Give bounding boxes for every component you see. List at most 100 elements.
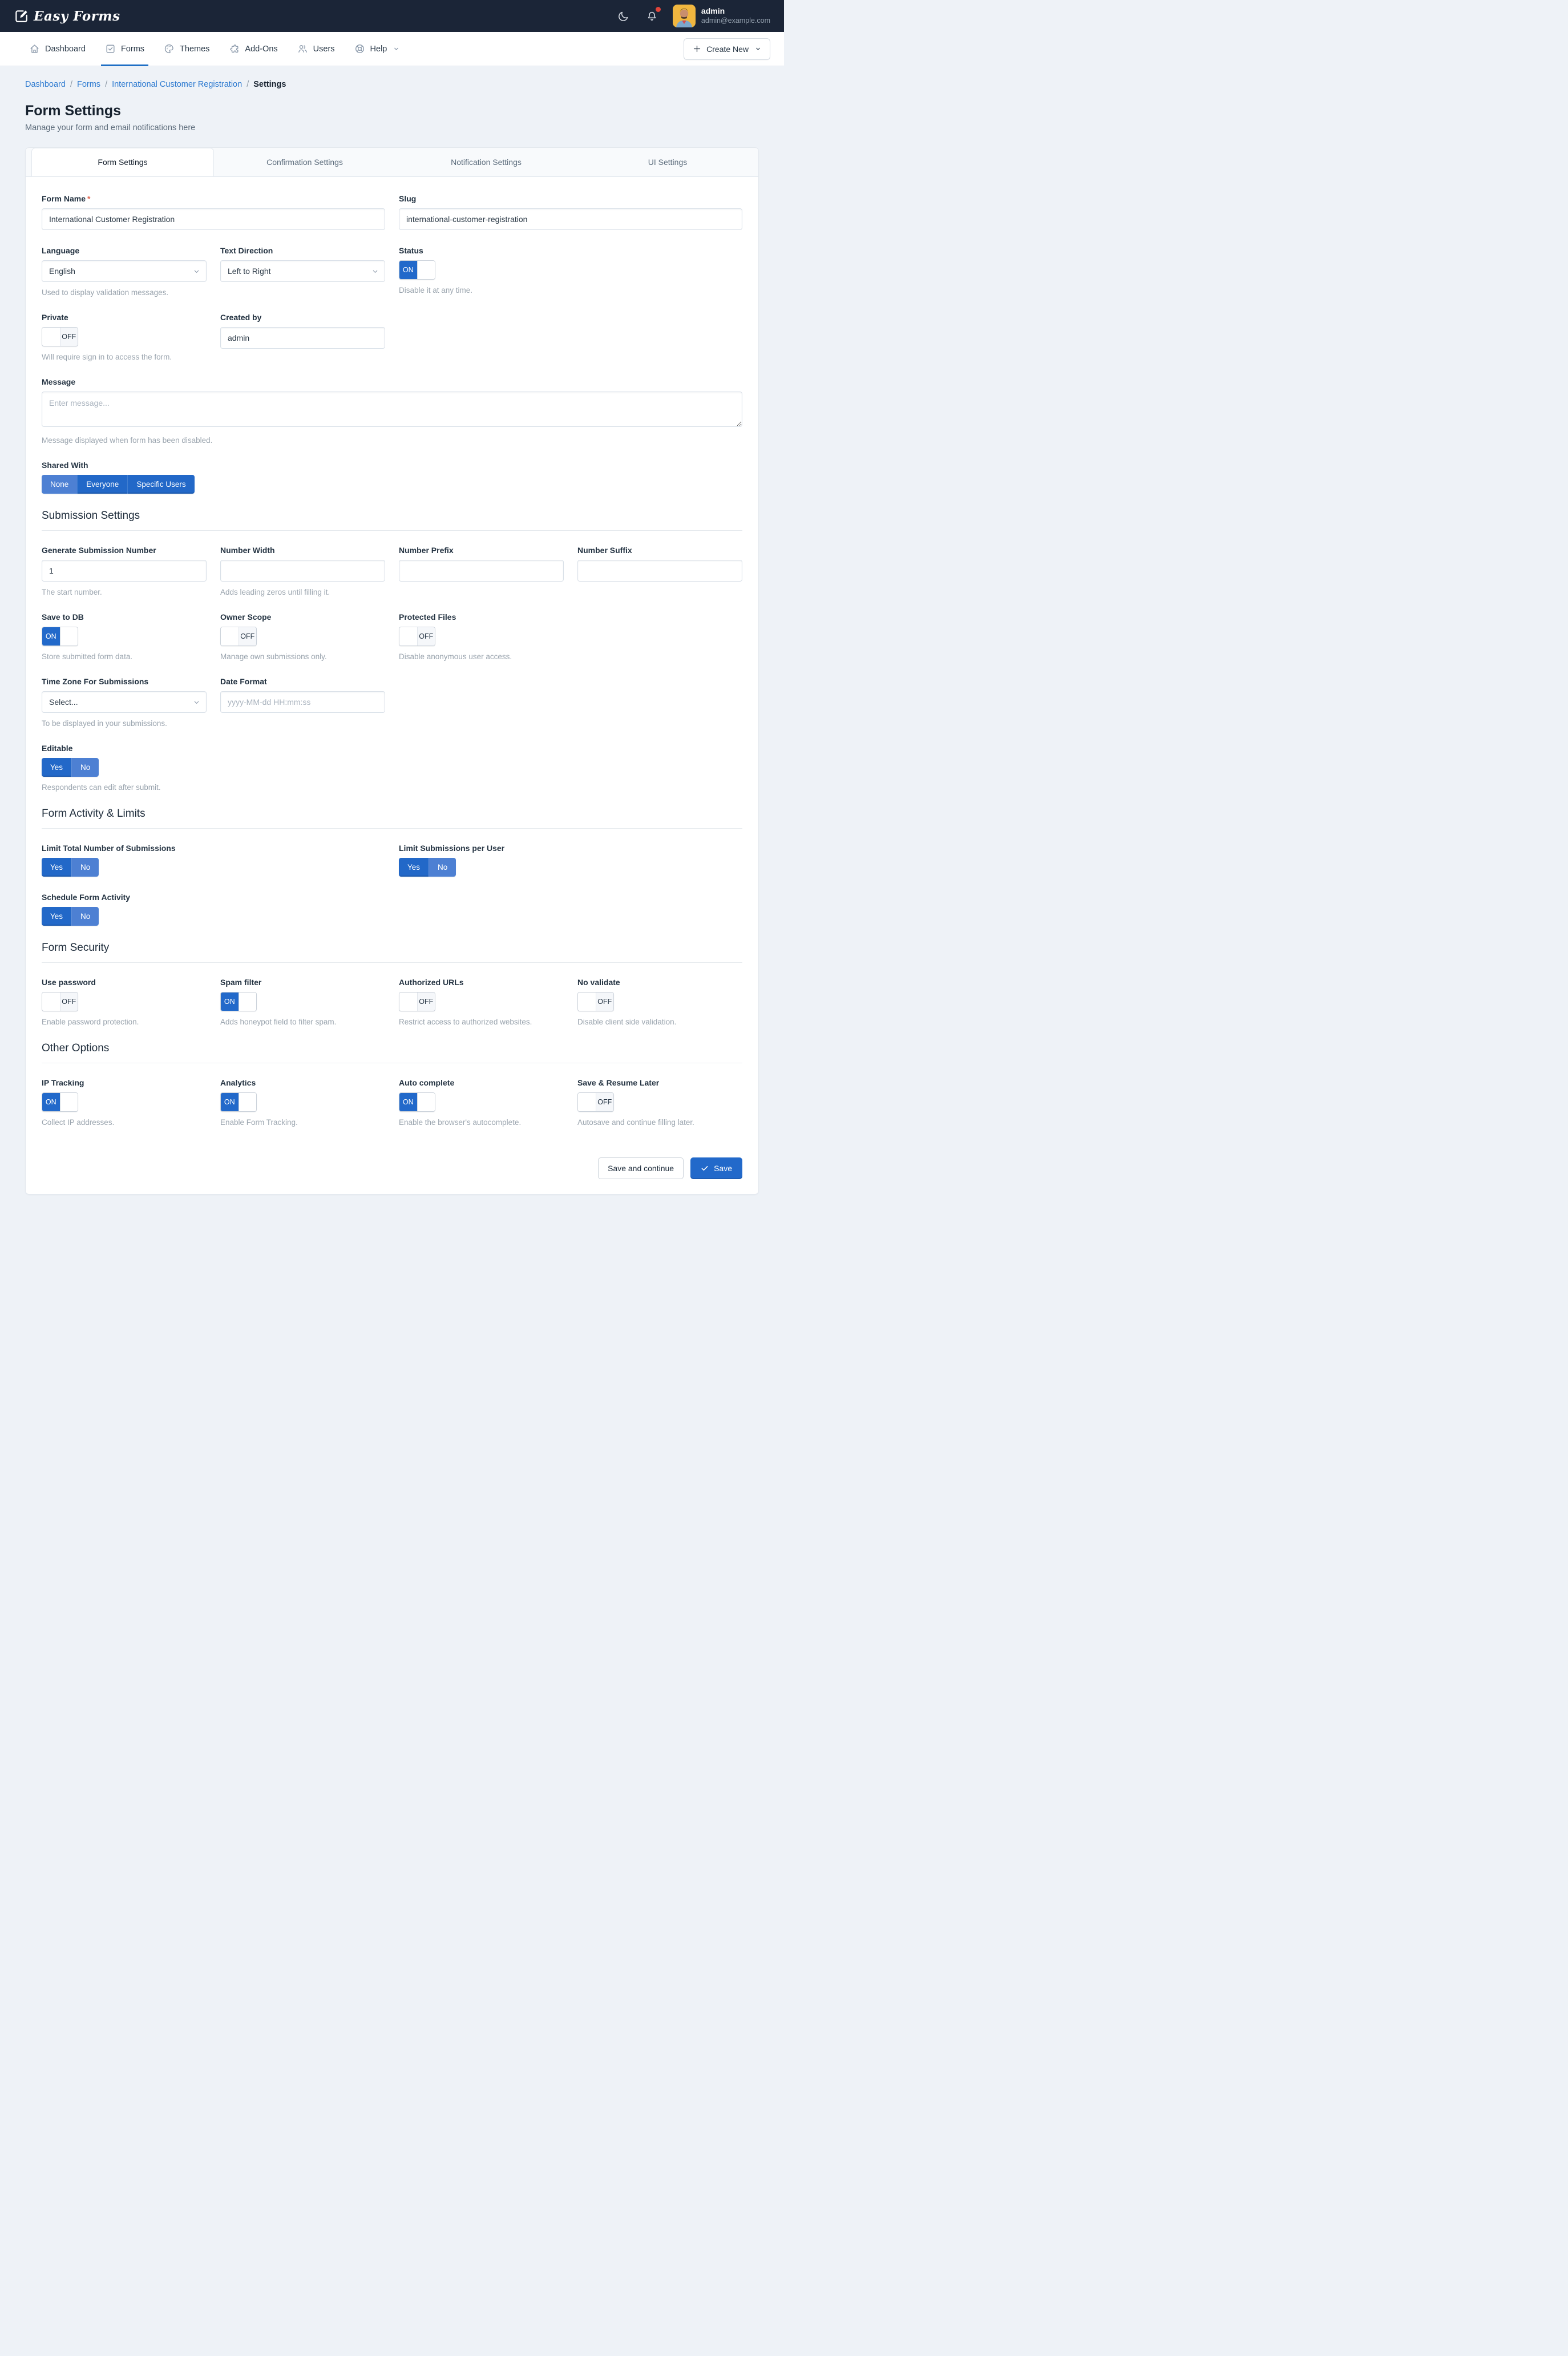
field-auto-complete: Auto complete ON Enable the browser's au… [399,1078,564,1127]
shared-with-label: Shared With [42,461,88,470]
save-resume-hint: Autosave and continue filling later. [577,1118,694,1127]
breadcrumb-forms[interactable]: Forms [76,80,101,89]
nav-label: Add-Ons [245,44,278,54]
breadcrumb-current: Settings [253,80,286,89]
number-suffix-input[interactable] [577,560,742,582]
spam-filter-toggle[interactable]: ON [220,992,257,1011]
toggle-state: OFF [60,328,78,346]
field-ip-tracking: IP Tracking ON Collect IP addresses. [42,1078,207,1127]
date-format-input[interactable] [220,691,385,713]
card-footer: Save and continue Save [26,1147,758,1194]
analytics-toggle[interactable]: ON [220,1092,257,1112]
number-suffix-label: Number Suffix [577,546,632,555]
field-created-by: Created by [220,313,385,361]
breadcrumb-form-name[interactable]: International Customer Registration [112,80,243,89]
breadcrumb-separator: / [105,80,108,89]
time-zone-value: Select... [49,697,78,707]
auto-complete-toggle[interactable]: ON [399,1092,435,1112]
section-form-security: Form Security [42,942,742,963]
auto-complete-label: Auto complete [399,1078,455,1087]
edit-square-icon [14,9,29,23]
created-by-label: Created by [220,313,262,322]
number-prefix-input[interactable] [399,560,564,582]
brand-logo[interactable]: Easy Forms [14,9,120,24]
user-name: admin [701,6,725,16]
toggle-state: ON [42,1093,60,1111]
toggle-handle [238,993,256,1011]
authorized-urls-label: Authorized URLs [399,978,464,987]
field-language: Language English Used to display validat… [42,246,207,297]
nav-item-users[interactable]: Users [288,32,345,66]
form-name-input[interactable] [42,208,385,230]
toggle-handle [417,1093,435,1111]
number-width-input[interactable] [220,560,385,582]
ip-tracking-hint: Collect IP addresses. [42,1118,115,1127]
use-password-toggle[interactable]: OFF [42,992,78,1011]
shared-with-everyone-button[interactable]: Everyone [77,475,128,494]
no-validate-toggle[interactable]: OFF [577,992,614,1011]
nav-item-dashboard[interactable]: Dashboard [19,32,95,66]
limit-total-yes-button[interactable]: Yes [42,858,72,877]
save-and-continue-button[interactable]: Save and continue [598,1157,684,1179]
users-icon [297,43,308,54]
home-icon [29,43,40,54]
protected-files-toggle[interactable]: OFF [399,627,435,646]
save-button[interactable]: Save [690,1157,742,1179]
message-textarea[interactable] [42,392,742,427]
private-toggle[interactable]: OFF [42,327,78,346]
limit-per-user-yes-button[interactable]: Yes [399,858,429,877]
slug-label: Slug [399,194,417,203]
time-zone-select[interactable]: Select... [42,691,207,713]
toggle-state: ON [221,993,239,1011]
toggle-state: OFF [417,993,435,1011]
plus-icon [693,45,701,53]
status-toggle[interactable]: ON [399,260,435,280]
save-resume-toggle[interactable]: OFF [577,1092,614,1112]
field-no-validate: No validate OFF Disable client side vali… [577,978,742,1026]
editable-no-button[interactable]: No [71,758,99,777]
breadcrumb-dashboard[interactable]: Dashboard [25,80,66,89]
tab-notification-settings[interactable]: Notification Settings [451,158,522,167]
schedule-no-button[interactable]: No [71,907,99,926]
nav-item-help[interactable]: Help [345,32,410,66]
limit-total-no-button[interactable]: No [71,858,99,877]
message-label: Message [42,377,76,386]
notification-dot [655,7,661,12]
schedule-yes-button[interactable]: Yes [42,907,72,926]
nav-item-themes[interactable]: Themes [154,32,219,66]
section-form-activity: Form Activity & Limits [42,808,742,829]
main-nav: Dashboard Forms [0,32,784,66]
user-menu[interactable]: admin admin@example.com [672,5,770,27]
generate-submission-number-input[interactable] [42,560,207,582]
language-select[interactable]: English [42,260,207,282]
shared-with-none-button[interactable]: None [42,475,78,494]
ip-tracking-toggle[interactable]: ON [42,1092,78,1112]
created-by-input[interactable] [220,327,385,349]
tab-confirmation-settings[interactable]: Confirmation Settings [266,158,343,167]
field-spam-filter: Spam filter ON Adds honeypot field to fi… [220,978,385,1026]
owner-scope-toggle[interactable]: OFF [220,627,257,646]
nav-item-forms[interactable]: Forms [95,32,154,66]
dark-mode-toggle[interactable] [616,8,632,24]
limit-per-user-no-button[interactable]: No [429,858,456,877]
editable-yes-button[interactable]: Yes [42,758,72,777]
shared-with-specific-users-button[interactable]: Specific Users [127,475,195,494]
save-to-db-toggle[interactable]: ON [42,627,78,646]
nav-label: Forms [120,44,145,54]
field-private: Private OFF Will require sign in to acce… [42,313,207,361]
field-authorized-urls: Authorized URLs OFF Restrict access to a… [399,978,564,1026]
required-asterisk: * [87,194,91,203]
settings-tabs: Form Settings Confirmation Settings Noti… [26,148,758,177]
toggle-handle [59,1093,78,1111]
field-slug: Slug [399,194,742,230]
authorized-urls-toggle[interactable]: OFF [399,992,435,1011]
tab-ui-settings[interactable]: UI Settings [648,158,688,167]
tab-form-settings[interactable]: Form Settings [31,148,214,176]
text-direction-select[interactable]: Left to Right [220,260,385,282]
chevron-down-icon [755,46,761,52]
field-protected-files: Protected Files OFF Disable anonymous us… [399,612,564,661]
notifications-button[interactable] [644,7,661,24]
slug-input[interactable] [399,208,742,230]
create-new-button[interactable]: Create New [684,38,770,60]
nav-item-add-ons[interactable]: Add-Ons [219,32,287,66]
